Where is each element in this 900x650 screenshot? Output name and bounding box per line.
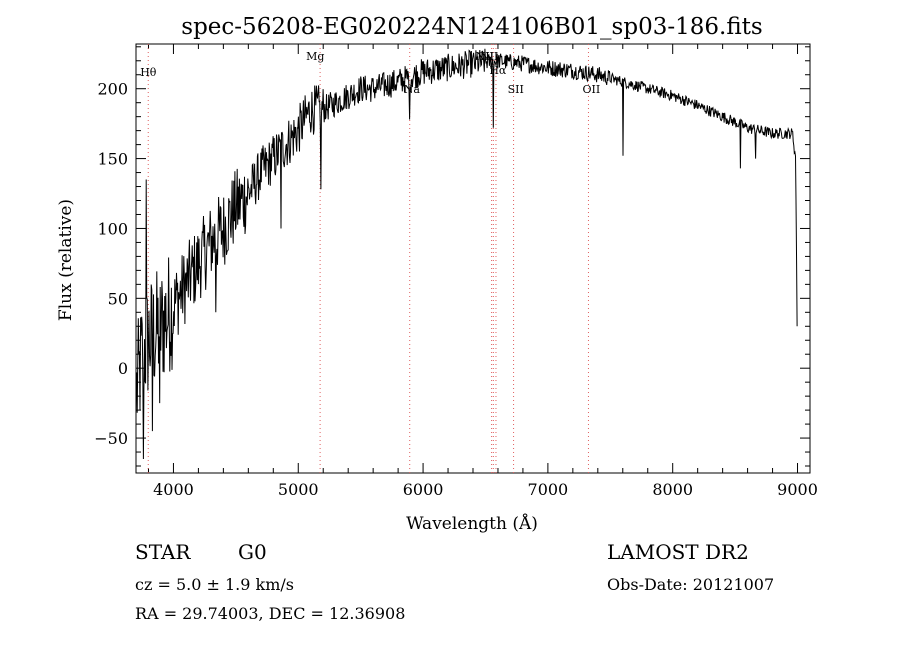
spectrum-series-line <box>136 48 798 460</box>
y-tick-label: 200 <box>97 80 128 99</box>
y-tick-label: 0 <box>118 359 128 378</box>
plot-area: 4000 5000 6000 7000 8000 9000 −50 0 50 100 150 200 H… <box>94 43 818 499</box>
x-tick-label: 7000 <box>528 480 569 499</box>
chart-title: spec-56208-EG020224N124106B01_sp03-186.f… <box>181 14 762 40</box>
line-marker-label: Hθ <box>140 66 157 79</box>
line-marker-label: Mg <box>306 50 324 63</box>
line-marker-label: SII <box>508 83 524 96</box>
object-class: STAR <box>135 540 191 564</box>
x-axis-label: Wavelength (Å) <box>406 513 538 534</box>
y-axis-label: Flux (relative) <box>56 199 76 321</box>
observation-date: Obs-Date: 20121007 <box>607 575 775 594</box>
x-tick-label: 8000 <box>652 480 693 499</box>
x-tick-label: 6000 <box>403 480 444 499</box>
y-tick-label: −50 <box>94 429 128 448</box>
redshift-readout: cz = 5.0 ± 1.9 km/s <box>135 575 294 594</box>
y-tick-label: 50 <box>108 289 128 308</box>
object-subclass: G0 <box>238 540 267 564</box>
x-tick-label: 9000 <box>777 480 818 499</box>
y-tick-label: 100 <box>97 219 128 238</box>
survey-name: LAMOST DR2 <box>607 540 749 564</box>
x-tick-label: 4000 <box>153 480 194 499</box>
line-marker-label: OII <box>582 83 600 96</box>
y-tick-label: 150 <box>97 150 128 169</box>
x-tick-label: 5000 <box>278 480 319 499</box>
coordinates-readout: RA = 29.74003, DEC = 12.36908 <box>135 604 406 623</box>
